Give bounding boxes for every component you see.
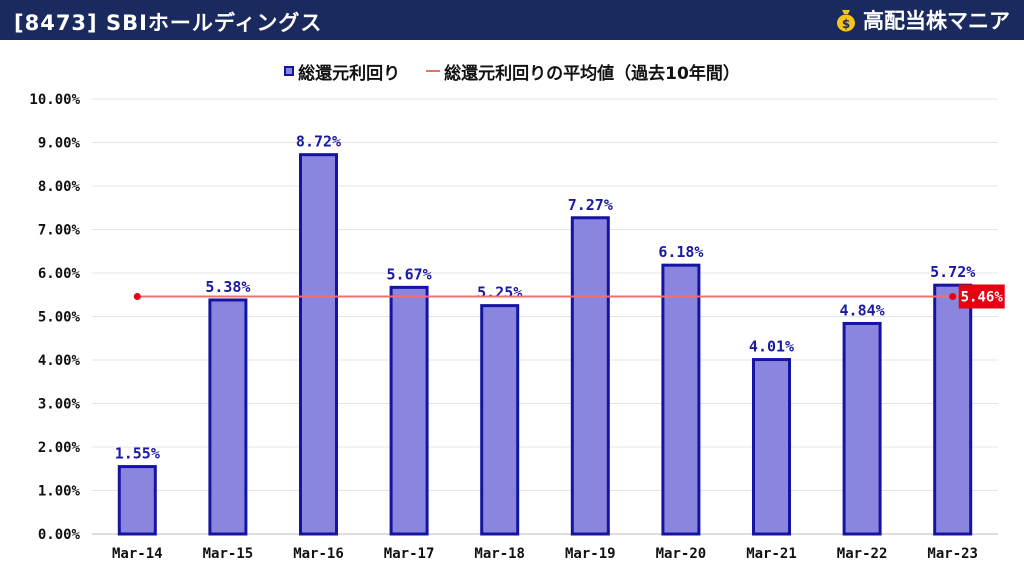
y-tick-label: 7.00% (38, 223, 81, 239)
y-tick-label: 10.00% (29, 92, 80, 108)
bar (117, 465, 157, 536)
legend-item-average: 総還元利回りの平均値（過去10年間） (426, 59, 740, 84)
data-label: 1.55% (115, 445, 160, 463)
y-tick-label: 1.00% (38, 484, 81, 500)
y-tick-label: 5.00% (38, 310, 81, 326)
x-tick-label: Mar-17 (384, 546, 435, 562)
header-bar: [8473] SBIホールディングス $ 高配当株マニア (0, 0, 1024, 40)
data-label: 5.72% (930, 263, 975, 281)
y-tick-label: 3.00% (38, 397, 81, 413)
brand-logo: $ 高配当株マニア (835, 7, 1010, 33)
y-tick-label: 9.00% (38, 136, 81, 152)
legend-item-bar: 総還元利回り (284, 59, 400, 84)
data-label: 7.27% (568, 196, 613, 214)
average-label: 5.46% (961, 289, 1004, 305)
bar (480, 304, 520, 536)
bar (389, 285, 429, 536)
legend-swatch-line (426, 70, 441, 72)
legend-label-average: 総還元利回りの平均値（過去10年間） (444, 63, 740, 84)
legend-label-bar: 総還元利回り (298, 63, 401, 84)
bar (933, 283, 973, 536)
y-tick-label: 2.00% (38, 440, 81, 456)
average-end-point (949, 292, 957, 300)
y-tick-label: 8.00% (38, 179, 81, 195)
page-title: [8473] SBIホールディングス (14, 11, 323, 35)
data-label: 4.84% (840, 301, 885, 319)
legend-swatch-bar (284, 66, 295, 76)
bar (661, 263, 701, 536)
x-tick-label: Mar-16 (293, 546, 344, 562)
bar (208, 298, 248, 536)
money-bag-icon: $ (837, 10, 855, 32)
x-tick-label: Mar-18 (474, 546, 525, 562)
bar (570, 216, 610, 536)
data-label: 5.25% (477, 284, 522, 302)
data-label: 8.72% (296, 133, 341, 151)
data-label: 4.01% (749, 338, 794, 356)
y-tick-label: 0.00% (38, 527, 81, 543)
average-start-point (133, 292, 141, 300)
x-tick-label: Mar-23 (927, 546, 978, 562)
x-tick-label: Mar-15 (203, 546, 254, 562)
brand-name: 高配当株マニア (863, 9, 1010, 33)
bar (842, 321, 882, 536)
average-badge (958, 284, 1005, 309)
y-tick-label: 4.00% (38, 353, 81, 369)
bar (752, 358, 791, 536)
data-label: 5.67% (387, 265, 432, 283)
svg-text:$: $ (842, 17, 850, 31)
data-label: 5.38% (205, 278, 250, 296)
y-tick-label: 6.00% (38, 266, 81, 282)
chart-legend: 総還元利回り 総還元利回りの平均値（過去10年間） (0, 58, 1024, 84)
bar (299, 153, 338, 536)
data-label: 6.18% (658, 243, 703, 261)
x-tick-label: Mar-19 (565, 546, 616, 562)
x-tick-label: Mar-20 (656, 546, 707, 562)
x-tick-label: Mar-22 (837, 546, 888, 562)
x-tick-label: Mar-14 (112, 546, 163, 562)
x-tick-label: Mar-21 (746, 546, 797, 562)
